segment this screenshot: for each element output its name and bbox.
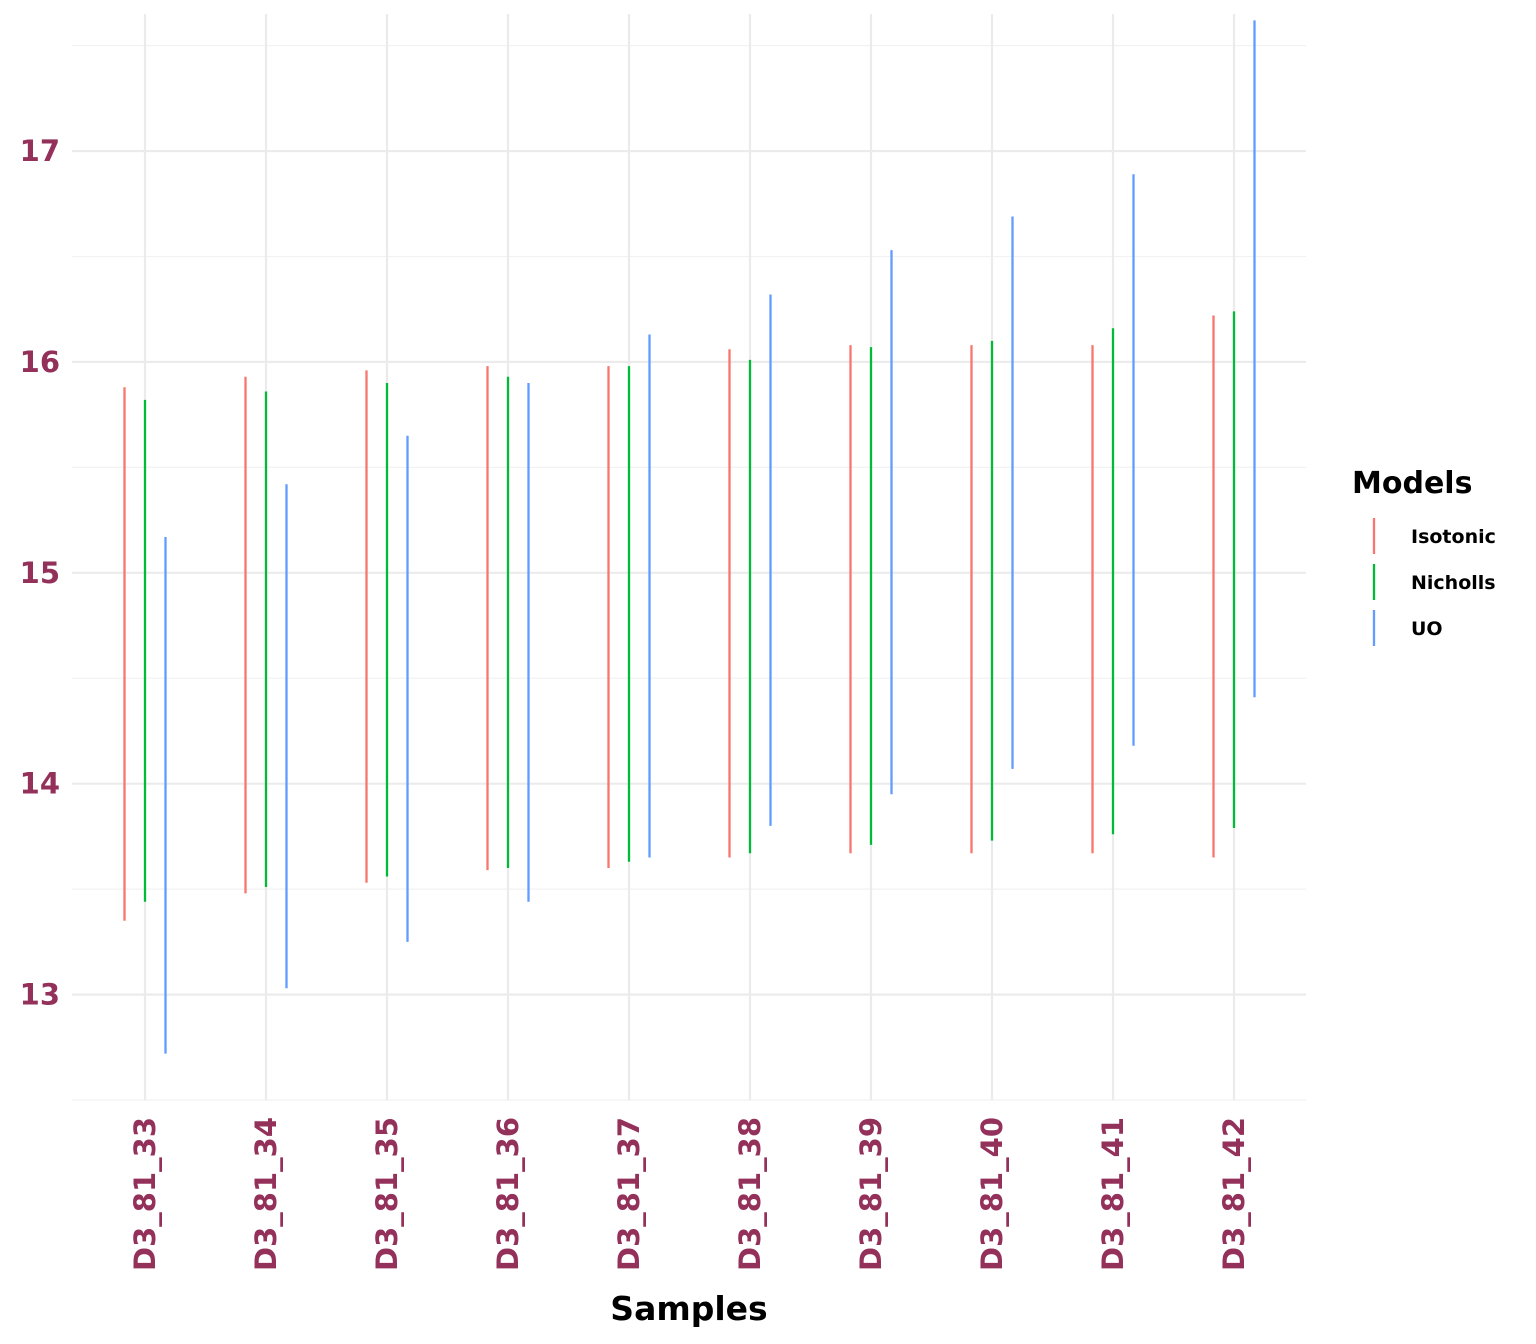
x-tick-label: D3_81_42 [1217, 1117, 1251, 1271]
legend-items: Isotonic Nicholls UO [1372, 518, 1496, 646]
x-tick-label: D3_81_35 [370, 1117, 404, 1271]
y-tick-label: 13 [20, 978, 60, 1012]
legend-label-uo: UO [1411, 618, 1443, 640]
y-axis-ticks: 13 14 15 16 17 [20, 134, 60, 1011]
legend-title: Models [1352, 466, 1472, 501]
legend: Models Isotonic Nicholls UO [1352, 466, 1496, 646]
y-tick-label: 16 [20, 345, 60, 379]
x-tick-label: D3_81_37 [612, 1117, 646, 1271]
x-tick-label: D3_81_38 [733, 1117, 767, 1271]
x-tick-label: D3_81_39 [854, 1117, 888, 1271]
x-tick-label: D3_81_34 [249, 1117, 283, 1271]
legend-label-isotonic: Isotonic [1411, 526, 1496, 548]
data-ranges [123, 20, 1256, 1054]
x-tick-label: D3_81_41 [1096, 1117, 1130, 1271]
x-tick-label: D3_81_40 [975, 1117, 1009, 1271]
y-tick-label: 15 [20, 556, 60, 590]
x-axis-title: Samples [610, 1289, 767, 1328]
y-tick-label: 17 [20, 134, 60, 168]
legend-label-nicholls: Nicholls [1411, 572, 1496, 594]
x-axis-ticks: D3_81_33 D3_81_34 D3_81_35 D3_81_36 D3_81_37… [128, 1117, 1251, 1271]
y-tick-label: 14 [20, 767, 60, 801]
x-tick-label: D3_81_36 [491, 1117, 525, 1271]
grid-lines [72, 14, 1306, 1101]
x-tick-label: D3_81_33 [128, 1117, 162, 1271]
